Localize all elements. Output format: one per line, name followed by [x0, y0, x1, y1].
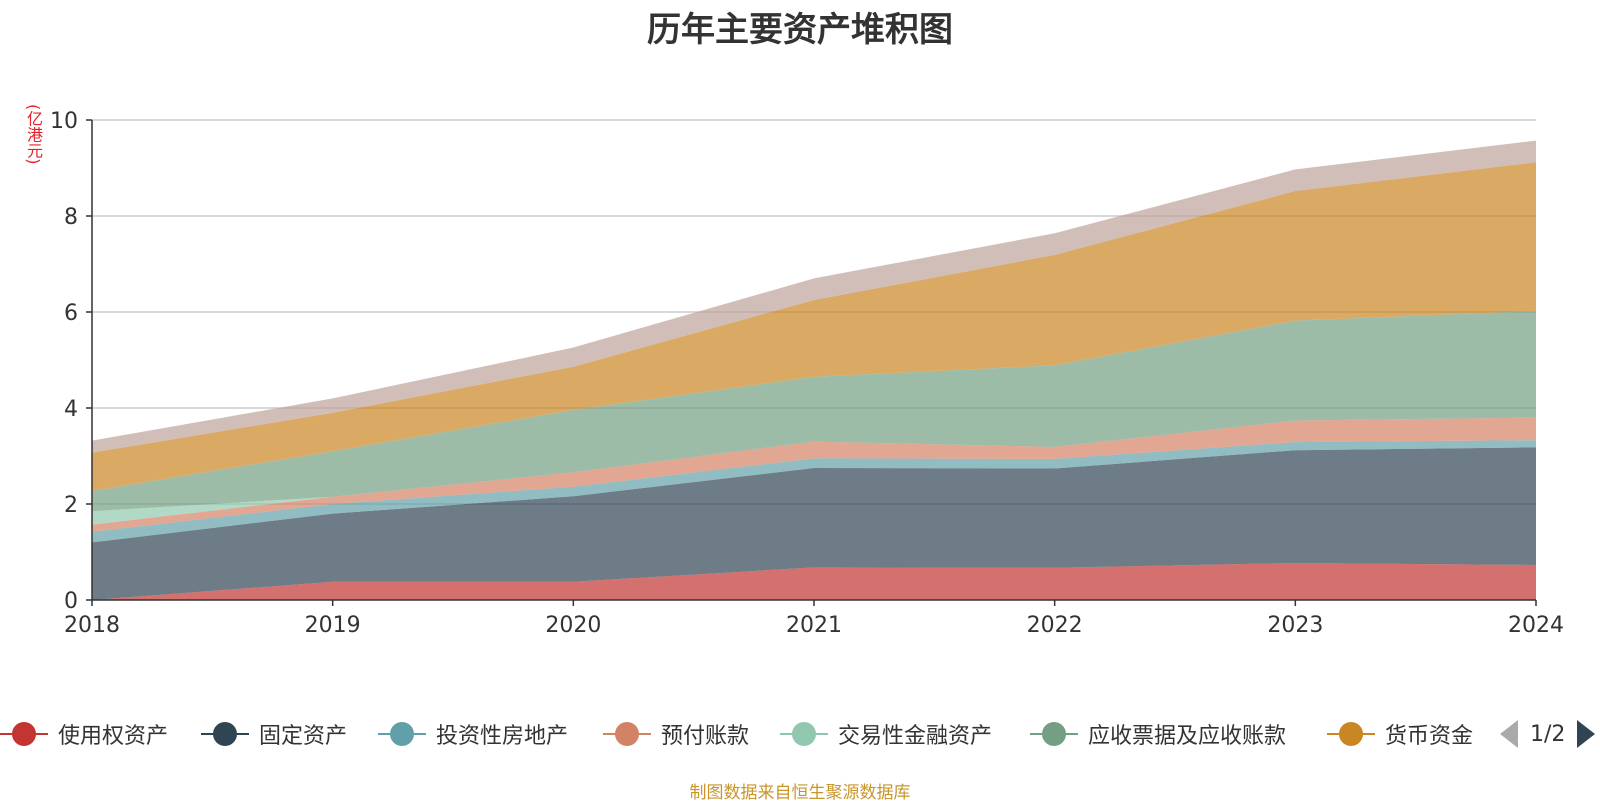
legend-prev-page-icon[interactable]: [1500, 720, 1518, 748]
legend-item[interactable]: 固定资产: [201, 714, 347, 754]
legend-marker-icon: [378, 722, 426, 746]
y-tick-label: 6: [64, 301, 78, 326]
legend-marker-icon: [201, 722, 249, 746]
legend-marker-icon: [1327, 722, 1375, 746]
legend-marker-icon: [1030, 722, 1078, 746]
x-tick-label: 2022: [1027, 613, 1083, 638]
chart-title: 历年主要资产堆积图: [647, 10, 953, 50]
legend-item[interactable]: 应收票据及应收账款: [1030, 714, 1286, 754]
stacked-areas: [92, 140, 1536, 600]
x-tick-label: 2023: [1267, 613, 1323, 638]
y-tick-label: 8: [64, 205, 78, 230]
series-area-2[interactable]: [92, 447, 1536, 600]
legend-item[interactable]: 货币资金: [1327, 714, 1473, 754]
legend-label: 固定资产: [259, 724, 348, 749]
axes: 0 2 4 6 8 10 2018 2019 2020 2021 2022 2023 2024: [50, 109, 1564, 638]
series-area-7[interactable]: [92, 162, 1536, 491]
legend-marker-icon: [780, 722, 828, 746]
data-source-note: 制图数据来自恒生聚源数据库: [689, 783, 911, 803]
legend-item[interactable]: 投资性房地产: [378, 714, 568, 754]
legend-marker-icon: [603, 722, 651, 746]
series-area-1[interactable]: [92, 563, 1536, 600]
legend-marker-icon: [0, 722, 48, 746]
x-tick-label: 2024: [1508, 613, 1564, 638]
legend-label: 应收票据及应收账款: [1088, 724, 1287, 749]
y-tick-label: 4: [64, 397, 78, 422]
legend-page-indicator: 1/2: [1530, 721, 1566, 747]
y-tick-label: 2: [64, 493, 78, 518]
legend-label: 预付账款: [661, 724, 750, 749]
legend-label: 货币资金: [1385, 724, 1474, 749]
legend-next-page-icon[interactable]: [1577, 720, 1596, 748]
legend: 1/2 使用权资产 固定资产 投资性房地产 预付账款 交易性金融资产 应收票据及应收账款 货…: [0, 714, 1600, 754]
series-area-3[interactable]: [92, 440, 1536, 543]
x-tick-label: 2021: [786, 613, 842, 638]
legend-item[interactable]: 预付账款: [603, 714, 749, 754]
series-area-6[interactable]: [92, 311, 1536, 512]
x-tick-label: 2018: [64, 613, 120, 638]
y-tick-label: 0: [64, 589, 78, 614]
legend-label: 交易性金融资产: [838, 724, 993, 749]
series-area-8[interactable]: [92, 140, 1536, 453]
legend-label: 使用权资产: [58, 724, 169, 749]
series-area-4[interactable]: [92, 417, 1536, 532]
y-axis-unit-label: (亿港元): [24, 104, 43, 165]
legend-item[interactable]: 交易性金融资产: [780, 714, 992, 754]
y-tick-label: 10: [50, 109, 78, 134]
legend-item[interactable]: 使用权资产: [0, 714, 168, 754]
x-tick-label: 2019: [305, 613, 361, 638]
chart-canvas: 0 2 4 6 8 10 2018 2019 2020 2021 2022 2023 2024: [50, 109, 1564, 638]
legend-label: 投资性房地产: [436, 724, 569, 749]
legend-pager: 1/2: [1500, 714, 1596, 754]
x-tick-label: 2020: [545, 613, 601, 638]
